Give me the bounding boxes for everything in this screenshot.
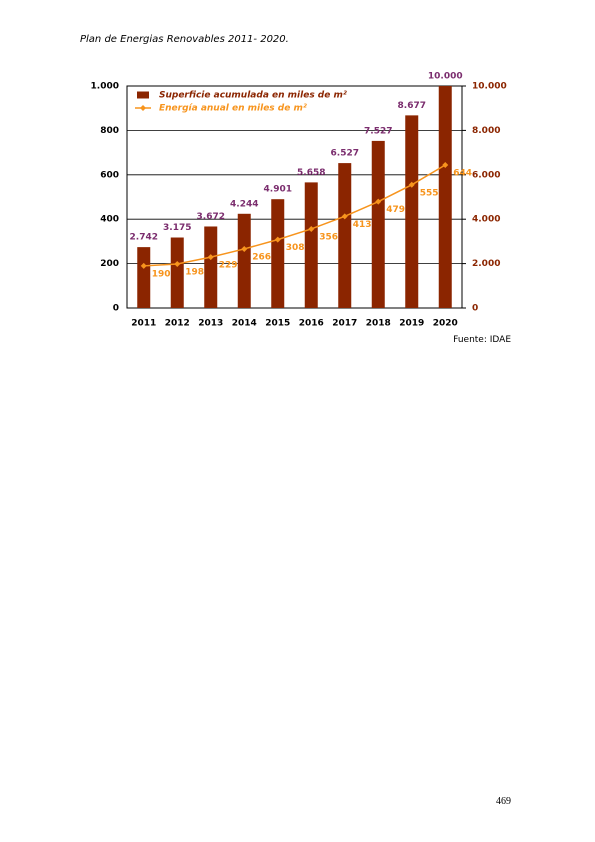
bar <box>405 115 419 308</box>
bar-value-label: 4.244 <box>230 199 258 209</box>
bar-value-label: 8.677 <box>398 101 426 111</box>
line-marker <box>174 261 181 268</box>
x-tick-label: 2011 <box>131 319 156 329</box>
line-value-label: 555 <box>420 188 439 198</box>
line-marker <box>140 262 147 269</box>
page-number: 469 <box>496 796 511 807</box>
bar <box>137 247 151 308</box>
y2-tick-label: 10.000 <box>472 82 507 92</box>
x-tick-label: 2017 <box>332 319 357 329</box>
line-value-label: 356 <box>319 232 338 242</box>
x-tick-label: 2020 <box>433 319 458 329</box>
legend-label: Energía anual en miles de m² <box>159 104 307 114</box>
bar <box>438 86 452 308</box>
bar <box>271 199 285 308</box>
line-marker <box>274 236 281 243</box>
y2-tick-label: 0 <box>472 304 478 314</box>
x-tick-label: 2018 <box>366 319 391 329</box>
line-marker <box>341 213 348 220</box>
bar-value-label: 5.658 <box>297 168 325 178</box>
y2-tick-label: 8.000 <box>472 126 500 136</box>
x-tick-label: 2012 <box>165 319 190 329</box>
chart: 0 200 400 600 800 1.000 0 2.000 4.000 6.000 8.000 1… <box>91 72 507 329</box>
bar <box>204 226 218 308</box>
line-marker <box>442 162 449 169</box>
x-tick-label: 2019 <box>399 319 424 329</box>
line-value-label: 413 <box>353 220 372 230</box>
bar-value-label: 4.901 <box>264 185 292 195</box>
bar-value-label: 3.672 <box>197 212 225 222</box>
legend-marker <box>140 105 146 111</box>
header-title: Plan de Energias Renovables 2011- 2020. <box>80 34 289 45</box>
bar <box>170 237 184 308</box>
line-marker <box>241 245 248 252</box>
line-value-label: 308 <box>286 243 305 253</box>
bar-value-label: 2.742 <box>130 233 158 243</box>
legend-box <box>130 87 348 117</box>
bar <box>237 213 251 308</box>
x-tick-label: 2016 <box>299 319 324 329</box>
legend-swatch <box>137 91 149 99</box>
y-tick-label: 400 <box>100 215 119 225</box>
y-tick-label: 1.000 <box>91 82 119 92</box>
y2-tick-label: 4.000 <box>472 215 500 225</box>
x-tick-label: 2015 <box>265 319 290 329</box>
line-value-label: 190 <box>152 269 171 279</box>
line-value-label: 198 <box>185 268 204 278</box>
y2-tick-label: 2.000 <box>472 259 500 269</box>
line-value-label: 229 <box>219 261 238 271</box>
bar-value-label: 6.527 <box>331 149 359 159</box>
line-marker <box>375 198 382 205</box>
bar <box>338 163 352 308</box>
y-tick-label: 600 <box>100 170 119 180</box>
bar <box>371 140 385 308</box>
line <box>143 164 446 267</box>
x-tick-label: 2014 <box>232 319 257 329</box>
source: Fuente: IDAE <box>453 335 511 345</box>
legend-label: Superficie acumulada en miles de m² <box>159 91 347 101</box>
y-tick-label: 200 <box>100 259 119 269</box>
bar <box>304 182 318 308</box>
line-value-label: 479 <box>386 205 405 215</box>
line-marker <box>308 225 315 232</box>
bar-value-label: 10.000 <box>428 72 463 82</box>
y2-tick-label: 6.000 <box>472 170 500 180</box>
x-tick-label: 2013 <box>198 319 223 329</box>
y-tick-label: 0 <box>113 304 119 314</box>
line-value-label: 266 <box>252 252 271 262</box>
line-marker <box>408 181 415 188</box>
y-tick-label: 800 <box>100 126 119 136</box>
bar-value-label: 3.175 <box>163 223 191 233</box>
line-marker <box>207 254 214 261</box>
bar-value-label: 7.527 <box>364 126 392 136</box>
line-value-label: 644 <box>453 169 472 179</box>
